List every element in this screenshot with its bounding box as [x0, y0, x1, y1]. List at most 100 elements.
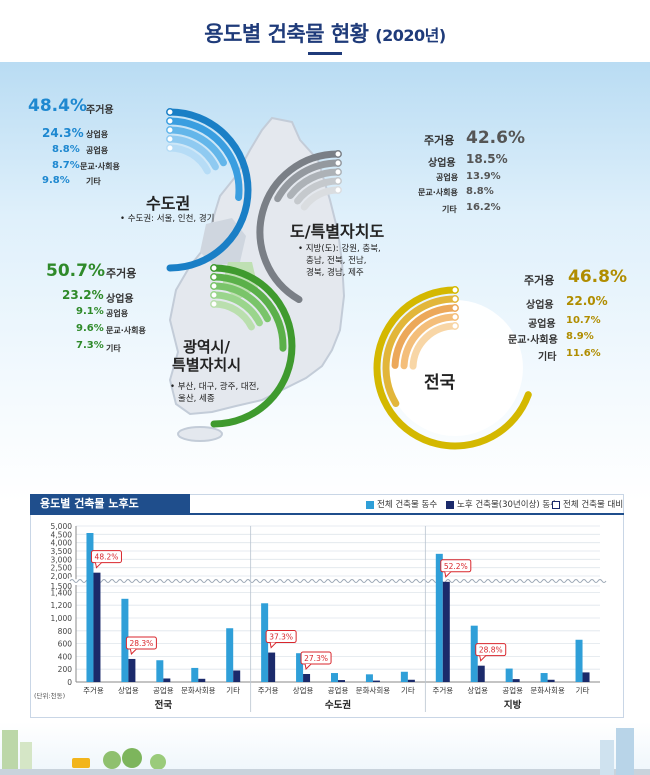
metro-pct-2: 23.2%: [62, 288, 104, 302]
metro-note-line-1: • 부산, 대구, 광주, 대전,: [170, 382, 260, 392]
province-pct-2: 18.5%: [466, 152, 508, 166]
metro-ring-5: [210, 300, 255, 331]
y-tick-label: 4,000: [51, 539, 73, 548]
bar-total-2-1: [470, 625, 478, 682]
capital-ring-dot-4: [166, 135, 174, 143]
landscape-building-2: [20, 742, 32, 775]
metro-title-line-1: 광역시/: [183, 338, 230, 356]
metro-pct-3: 9.1%: [76, 306, 104, 317]
province-ring-1: [256, 150, 342, 304]
bar-old-2-0: [442, 581, 450, 682]
bar-total-0-3: [191, 667, 199, 682]
y-tick-label: 1,000: [51, 614, 73, 623]
bar-total-2-2: [505, 668, 513, 682]
metro-ring-4: [210, 291, 263, 327]
ratio-callout-pointer: [94, 562, 102, 569]
capital-ring-2: [166, 117, 243, 201]
x-tick-label: 주거용: [258, 686, 279, 695]
metro-ring-1: [210, 264, 296, 428]
metro-ring-dot-1: [210, 264, 218, 272]
national-ring-1: [373, 286, 532, 450]
legend-total: 전체 건축물 동수: [366, 498, 437, 510]
metro-label-1: 주거용: [106, 267, 137, 280]
province-label-3: 공업용: [436, 173, 459, 182]
bar-total-1-4: [400, 671, 408, 682]
metro-ring-3: [210, 282, 271, 323]
province-pct-1: 42.6%: [466, 128, 525, 148]
capital-pct-4: 8.7%: [52, 160, 80, 171]
metro-note: • 부산, 대구, 광주, 대전, 울산, 세종: [170, 381, 259, 405]
province-pct-5: 16.2%: [466, 202, 501, 213]
national-label-1: 주거용: [524, 274, 555, 287]
title-bar: 용도별 건축물 현황 (2020년): [0, 0, 650, 62]
legend-ratio: 전체 건축물 대비: [552, 498, 623, 510]
ratio-callout-pointer: [304, 663, 312, 671]
y-tick-label: 2,000: [51, 572, 73, 581]
bar-total-0-0: [86, 533, 94, 682]
landscape-vehicle: [72, 758, 90, 768]
province-pct-4: 8.8%: [466, 186, 494, 197]
metro-label-5: 기타: [106, 344, 121, 353]
x-tick-label: 문화사회용: [181, 686, 216, 695]
bar-total-2-4: [575, 639, 583, 682]
legend-old: 노후 건축물(30년이상) 동수: [446, 498, 558, 510]
y-tick-label: 800: [58, 627, 73, 636]
unit-label: (단위:천동): [34, 691, 65, 700]
ratio-callout-box: [125, 636, 157, 650]
bar-old-0-1: [128, 658, 136, 682]
ratio-callout-text: 48.2%: [95, 553, 119, 562]
capital-label-2: 상업용: [86, 130, 109, 139]
national-ring-3: [391, 304, 459, 369]
page-title-text: 용도별 건축물 현황: [204, 22, 369, 46]
capital-ring-dot-2: [166, 117, 174, 125]
capital-ring-1: [166, 108, 252, 272]
ratio-callout-text: 28.8%: [479, 646, 503, 655]
y-tick-label: 5,000: [51, 522, 73, 531]
national-label-5: 기타: [538, 352, 557, 363]
ratio-callout-box: [90, 550, 122, 564]
legend-total-label: 전체 건축물 동수: [377, 500, 438, 510]
province-title: 도/특별자치도: [290, 222, 385, 241]
y-tick-label: 3,000: [51, 555, 73, 564]
legend-old-swatch: [446, 500, 454, 509]
national-label-3: 공업용: [528, 319, 556, 330]
national-label-2: 상업용: [526, 300, 554, 311]
chart-title: 용도별 건축물 노후도: [30, 494, 190, 514]
x-tick-label: 기타: [576, 686, 590, 695]
province-ring-dot-3: [334, 168, 342, 176]
group-label: 지방: [504, 699, 522, 711]
bar-total-1-1: [296, 653, 304, 682]
national-label-4: 문교·사회용: [508, 335, 558, 346]
bar-old-0-2: [163, 678, 171, 682]
group-label: 수도권: [325, 699, 351, 711]
x-tick-label: 상업용: [467, 685, 488, 695]
province-note-line-2: 충남, 전북, 전남,: [306, 256, 367, 266]
metro-ring-dot-3: [210, 282, 218, 290]
group-label: 전국: [155, 699, 173, 711]
metro-label-2: 상업용: [106, 294, 134, 305]
landscape-road: [0, 769, 650, 775]
capital-label-1: 주거용: [86, 105, 114, 116]
page-title-year: (2020년): [375, 26, 446, 45]
metro-ring-dot-2: [210, 273, 218, 281]
y-tick-label: 200: [58, 665, 73, 674]
bar-old-1-1: [303, 674, 311, 682]
province-note-line-1: • 지방(도): 강원, 충북,: [298, 244, 381, 254]
bar-total-2-3: [540, 673, 548, 682]
province-ring-dot-5: [334, 186, 342, 194]
capital-pct-5: 9.8%: [42, 175, 70, 186]
national-pct-4: 8.9%: [566, 331, 594, 342]
capital-ring-4: [166, 135, 219, 171]
decorative-landscape: [0, 728, 650, 775]
metro-label-4: 문교·사회용: [106, 326, 146, 335]
capital-pct-3: 8.8%: [52, 144, 80, 155]
province-ring-dot-2: [334, 159, 342, 167]
ratio-callout-box: [475, 643, 507, 657]
province-label-5: 기타: [442, 205, 457, 214]
province-ring-2: [274, 159, 342, 203]
landscape-building-3: [600, 740, 614, 775]
x-tick-label: 문화사회용: [356, 686, 391, 695]
metro-title: 광역시/ 특별자치시: [172, 338, 241, 374]
landscape-building-1: [2, 730, 18, 775]
ratio-callout-text: 37.3%: [269, 633, 293, 642]
